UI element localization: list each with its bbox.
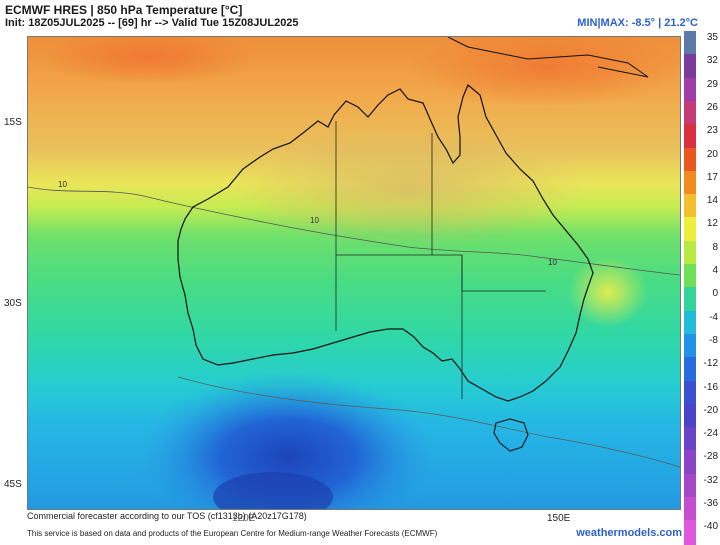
color-scale-swatch [684,54,696,79]
color-scale-label: 14 [706,195,718,207]
png-coastline [447,37,649,78]
contour-label: 10 [548,258,557,267]
tos-notice: Commercial forecaster according to our T… [27,511,307,521]
color-scale-swatch [684,310,696,335]
tasmania-coastline [493,418,529,452]
color-scale-label: 0 [712,288,718,300]
color-scale-label: 17 [706,171,718,183]
color-scale-label: 4 [712,265,718,276]
color-scale-label: -16 [703,381,718,393]
color-scale-label: 29 [706,78,718,90]
color-scale-swatch [684,403,696,429]
color-scale-swatch [684,147,696,172]
color-scale-label: -40 [703,521,718,533]
init-valid-line: Init: 18Z05JUL2025 -- [69] hr --> Valid … [5,17,299,29]
color-scale-label: 8 [712,241,718,253]
contour-label: 10 [310,216,319,225]
color-scale-swatch [684,380,696,405]
color-scale-swatch [684,287,696,312]
color-scale-swatch [684,170,696,196]
color-scale-swatch [684,240,696,265]
color-scale-label: -4 [709,311,718,323]
contour-0 [177,376,680,468]
header: ECMWF HRES | 850 hPa Temperature [°C] In… [0,0,720,34]
australia-coastline [177,84,594,402]
color-scale-label: 32 [706,55,718,67]
min-max-readout: MIN|MAX: -8.5° | 21.2°C [577,17,698,29]
color-scale-swatch [684,357,696,382]
color-scale-label: 26 [706,101,718,113]
lon-label-120e: 120E [232,513,256,524]
state-borders [335,121,546,399]
color-scale-swatch [684,124,696,149]
lat-label-45s: 45S [4,479,22,490]
color-scale-label: -32 [703,474,718,486]
map-title: ECMWF HRES | 850 hPa Temperature [°C] [5,3,243,17]
lat-label-15s: 15S [4,117,22,128]
contour-label: 10 [58,180,67,189]
color-scale-swatch [684,217,696,242]
color-scale-label: -28 [703,451,718,463]
color-scale-label: -8 [709,334,718,346]
color-scale-swatch [684,497,696,522]
color-scale-swatch [684,31,696,56]
color-scale-swatch [684,473,696,498]
color-scale-label: 23 [706,125,718,137]
color-scale-label: -24 [703,428,718,440]
color-scale-swatch [684,333,696,359]
color-scale-swatch [684,100,696,126]
color-scale-label: 35 [706,32,718,43]
lat-label-30s: 30S [4,298,22,309]
color-scale-swatch [684,427,696,452]
brand-link[interactable]: weathermodels.com [576,527,682,539]
color-scale-bar: 35 32 29 26 23 20 17 14 12 8 4 0 -4 -8 -12 -16 -20 -24 -28… [684,31,718,545]
color-scale-label: -20 [703,404,718,416]
map-canvas: 10 10 10 [28,37,680,509]
color-scale-swatch [684,264,696,289]
color-scale-label: 20 [706,148,718,160]
color-scale-swatch [684,450,696,475]
color-scale-swatch [684,520,696,545]
color-scale-label: -36 [703,498,718,509]
temperature-map[interactable]: 10 10 10 [27,36,681,510]
color-scale-label: -12 [703,358,718,370]
color-scale-label: 12 [706,218,718,230]
lon-label-150e: 150E [547,513,571,524]
ecmwf-attribution: This service is based on data and produc… [27,529,438,538]
color-scale-swatch [684,77,696,102]
color-scale-swatch [684,194,696,219]
contour-10 [28,186,680,276]
